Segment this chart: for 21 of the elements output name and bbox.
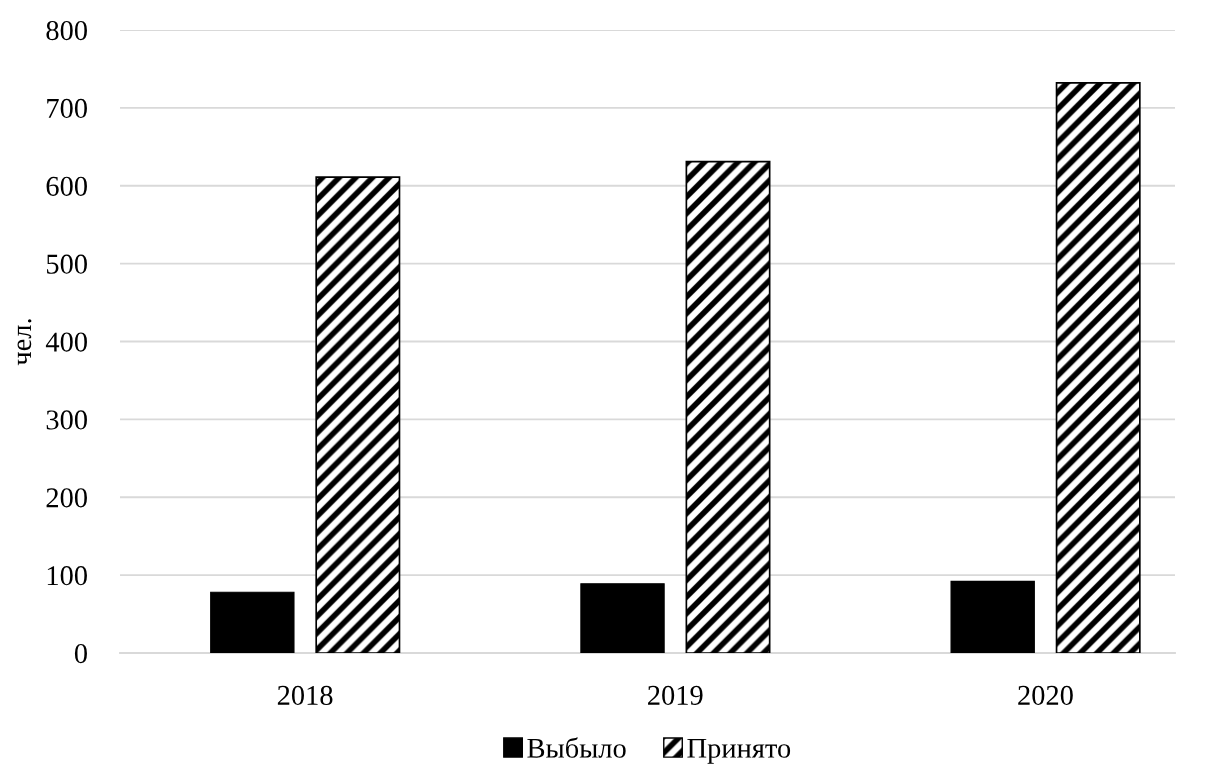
y-tick-label: 600: [46, 176, 87, 196]
legend-label: Принято: [687, 738, 791, 764]
y-tick-label: 200: [46, 488, 87, 508]
bar: [1055, 82, 1141, 653]
bar: [315, 176, 401, 653]
legend-label: Выбыло: [527, 737, 626, 758]
y-tick-label: 100: [47, 566, 87, 586]
bar: [210, 591, 295, 653]
y-tick-label: 800: [46, 20, 87, 41]
y-axis-title: чел.: [17, 319, 32, 366]
bar: [950, 580, 1035, 653]
y-tick-label: 400: [45, 332, 87, 352]
x-tick-label: 2018: [277, 685, 333, 705]
y-tick-label: 300: [46, 410, 87, 430]
y-tick-label: 0: [74, 643, 87, 664]
x-tick-label: 2020: [1018, 685, 1073, 705]
bar: [580, 583, 665, 653]
y-tick-label: 700: [47, 98, 87, 119]
bar: [685, 160, 771, 653]
y-tick-label: 500: [47, 254, 87, 274]
x-tick-label: 2019: [648, 685, 703, 705]
